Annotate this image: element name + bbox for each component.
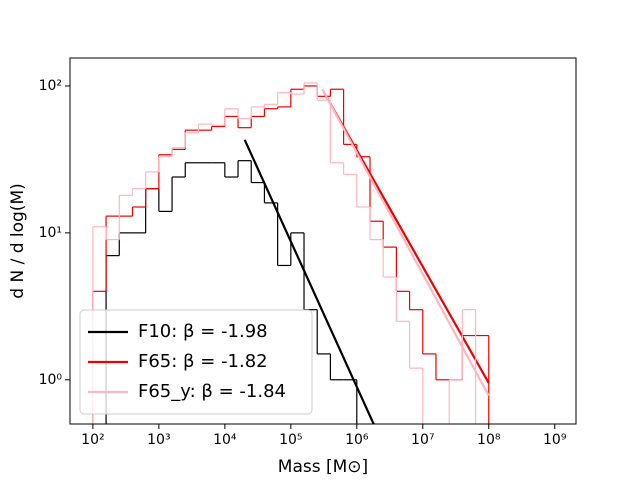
y-tick-label: 10⁰ (39, 372, 63, 388)
legend: F10: β = -1.98 F65: β = -1.82 F65_y: β = -… (79, 309, 313, 415)
legend-label: F10: β = -1.98 (138, 321, 268, 342)
y-tick-label: 10² (39, 78, 62, 94)
legend-label: F65: β = -1.82 (138, 351, 268, 372)
plot-area (92, 82, 490, 424)
legend-box (79, 309, 313, 415)
x-tick-label: 10⁴ (213, 432, 237, 448)
x-tick-label: 10⁷ (411, 432, 434, 448)
x-tick-label: 10² (81, 432, 104, 448)
x-tick-label: 10⁹ (543, 432, 567, 448)
fit-line (321, 88, 490, 397)
x-tick-label: 10⁶ (345, 432, 369, 448)
x-tick-label: 10⁸ (477, 432, 501, 448)
x-tick-label: 10⁵ (279, 432, 302, 448)
axes-frame (69, 57, 577, 425)
y-tick-label: 10¹ (39, 225, 62, 241)
legend-label: F65_y: β = -1.84 (138, 381, 286, 402)
x-axis-label: Mass [M⊙] (278, 457, 368, 477)
y-axis-label: d N / d log(M) (8, 183, 28, 299)
fit-line (243, 139, 375, 424)
x-tick-label: 10³ (147, 432, 170, 448)
